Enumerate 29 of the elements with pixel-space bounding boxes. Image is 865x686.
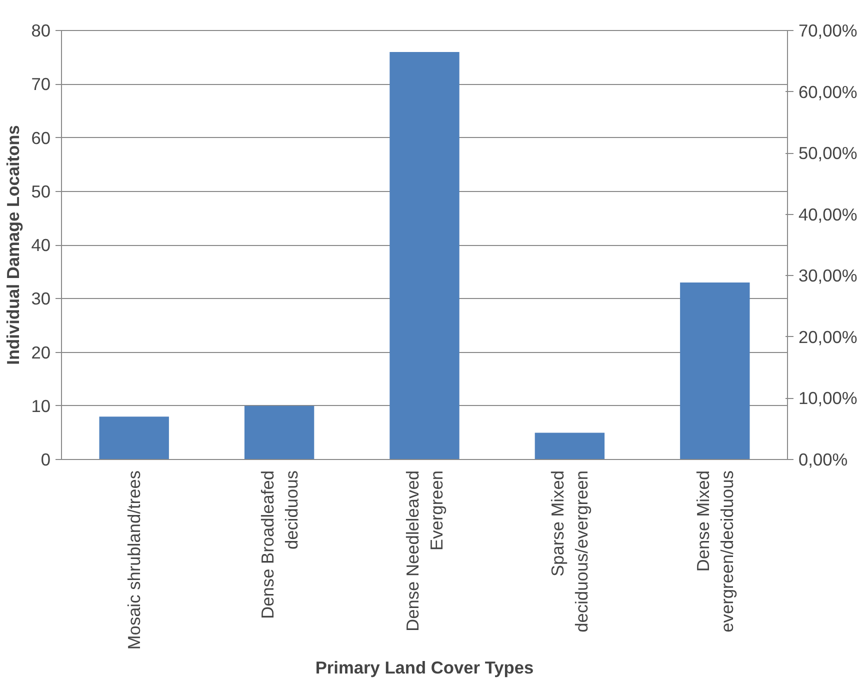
y2-tick-label: 60,00% [798, 82, 858, 102]
x-tick-label: Dense Needleleaved Evergreen [402, 470, 446, 632]
y-tick-label: 20 [31, 342, 51, 362]
y-tick-label: 30 [31, 288, 51, 309]
y2-tick-label: 50,00% [798, 143, 858, 164]
bar [680, 282, 750, 460]
x-axis-title: Primary Land Cover Types [315, 658, 534, 678]
x-tick-label: Mosaic shrubland/trees [124, 470, 144, 650]
y-tick-label: 0 [40, 450, 51, 470]
y2-tick-label: 70,00% [798, 20, 858, 40]
y-tick-label: 40 [31, 235, 51, 255]
y-axis-title: Individual Damage Locaitons [3, 125, 24, 365]
bar [534, 432, 605, 460]
y2-tick-label: 30,00% [798, 266, 858, 286]
y-tick-label: 70 [31, 74, 51, 94]
bar [244, 406, 314, 460]
y2-tick-label: 40,00% [798, 204, 858, 224]
x-tick-label: Sparse Mixed deciduous/evergreen [548, 470, 592, 632]
y2-tick-label: 10,00% [798, 388, 858, 408]
y2-tick-label: 0,00% [798, 450, 848, 470]
x-tick-label: Dense Broadleafed deciduous [257, 470, 302, 619]
bar [390, 52, 460, 460]
y-tick-label: 80 [31, 20, 51, 40]
y-tick-label: 50 [31, 181, 51, 202]
bar [99, 416, 169, 460]
y-tick-label: 10 [31, 396, 51, 416]
y-tick-label: 60 [31, 128, 51, 148]
x-tick-label: Dense Mixed evergreen/deciduous [692, 470, 737, 632]
y2-tick-label: 20,00% [798, 326, 858, 347]
